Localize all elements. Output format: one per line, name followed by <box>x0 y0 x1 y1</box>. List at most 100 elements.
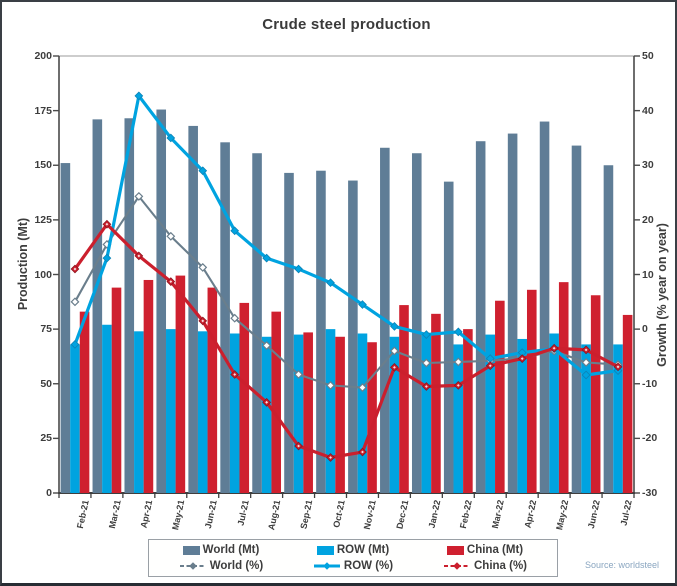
marker-world-pct <box>453 357 463 367</box>
bar-china-Feb-22 <box>463 329 473 493</box>
marker-china-pct-center <box>137 254 141 258</box>
marker-china-pct-center <box>201 319 205 323</box>
marker-china-pct-center <box>393 365 396 369</box>
legend: World (Mt) ROW (Mt) China (Mt) World (%)… <box>148 539 558 577</box>
bar-row-Sep-21 <box>293 334 304 493</box>
bar-row-Jun-22 <box>581 344 591 493</box>
marker-row-pct <box>230 226 240 236</box>
y-right-tick-label: -20 <box>642 432 658 445</box>
marker-world-pct <box>230 313 240 323</box>
marker-row-pct <box>421 330 431 339</box>
legend-label-row-mt: ROW (Mt) <box>336 544 390 556</box>
marker-row-pct <box>134 91 144 101</box>
marker-row-pct <box>198 166 208 176</box>
bar-row-Apr-22 <box>517 338 527 493</box>
bar-row-Jun-21 <box>197 331 208 493</box>
bar-row-Feb-21 <box>70 344 80 493</box>
bar-china-May-21 <box>175 275 186 493</box>
legend-line-row-pct-icon <box>313 561 341 571</box>
y-left-tick-label: 175 <box>34 104 52 117</box>
bar-row-Jan-22 <box>421 334 432 493</box>
bar-china-Apr-21 <box>143 279 154 493</box>
bar-china-Sep-21 <box>303 332 313 493</box>
marker-china-pct-center <box>456 383 460 387</box>
legend-item-china-pct: China (%) <box>419 560 551 572</box>
marker-row-pct <box>581 370 591 380</box>
marker-world-pct <box>389 346 399 356</box>
bar-world-Apr-22 <box>507 133 518 493</box>
bar-china-Nov-21 <box>367 342 377 493</box>
y-right-tick-label: 40 <box>642 104 654 117</box>
bar-world-Apr-21 <box>124 118 135 494</box>
marker-china-pct-center <box>329 456 332 459</box>
bar-world-Feb-22 <box>443 181 454 493</box>
bar-china-Jul-22 <box>622 314 633 493</box>
y-left-tick-label: 200 <box>34 50 52 62</box>
chart-title: Crude steel production <box>262 16 431 33</box>
line-china_line <box>73 222 620 460</box>
bar-china-Jul-21 <box>239 302 250 493</box>
marker-world-pct <box>326 380 335 390</box>
legend-swatch-world-mt-icon <box>182 545 200 555</box>
bar-row-Jul-21 <box>229 333 240 493</box>
bar-row-Mar-21 <box>102 324 112 493</box>
bar-world-Mar-21 <box>92 119 103 494</box>
marker-china-pct-center <box>520 357 524 361</box>
marker-row-pct <box>294 264 303 274</box>
marker-world-pct <box>262 341 272 350</box>
y-left-tick-label: 75 <box>40 323 52 336</box>
bar-row-May-22 <box>549 333 559 493</box>
bar-world-Mar-22 <box>475 141 486 493</box>
bar-china-Oct-21 <box>335 336 345 493</box>
bar-china-Jun-21 <box>207 287 218 493</box>
y-right-tick-label: 0 <box>642 323 648 336</box>
legend-swatch-china-mt-icon <box>446 545 464 555</box>
y-left-tick-label: 0 <box>46 487 52 499</box>
marker-china-pct-center <box>584 348 588 352</box>
marker-china-pct-center <box>105 222 109 226</box>
y-left-tick-label: 150 <box>34 159 52 172</box>
bar-row-Mar-22 <box>485 334 496 493</box>
marker-world-pct <box>70 297 80 307</box>
y-left-tick-label: 25 <box>40 432 52 445</box>
y-right-tick-label: -30 <box>642 487 658 499</box>
marker-world-pct <box>198 262 208 272</box>
bar-china-May-22 <box>558 282 569 493</box>
legend-label-china-mt: China (Mt) <box>466 544 524 556</box>
legend-item-china-mt: China (Mt) <box>419 544 551 556</box>
bar-china-Dec-21 <box>399 305 409 493</box>
marker-world-pct <box>294 370 304 379</box>
marker-china-pct-center <box>169 280 173 284</box>
bar-china-Mar-21 <box>111 287 122 493</box>
legend-label-row-pct: ROW (%) <box>343 560 394 572</box>
marker-row-pct <box>70 340 80 349</box>
marker-row-pct <box>326 278 335 288</box>
y-right-tick-label: 10 <box>642 268 654 281</box>
y-right-tick-label: 20 <box>642 213 654 226</box>
bar-row-Dec-21 <box>389 336 400 493</box>
marker-china-pct-center <box>361 450 364 454</box>
marker-world-pct <box>421 358 431 368</box>
bar-china-Aug-21 <box>271 311 282 493</box>
bar-world-Jan-22 <box>411 153 422 494</box>
legend-label-world-mt: World (Mt) <box>202 544 260 556</box>
bar-row-Feb-22 <box>453 344 464 493</box>
marker-row-pct <box>390 322 399 331</box>
bar-row-May-21 <box>166 329 176 493</box>
line-row_line <box>73 94 620 377</box>
bar-china-Jun-22 <box>590 295 601 493</box>
marker-china-pct-center <box>552 346 556 350</box>
legend-line-world-pct-icon <box>179 561 207 571</box>
legend-label-china-pct: China (%) <box>473 560 528 572</box>
bar-row-Apr-21 <box>134 331 144 493</box>
legend-item-row-mt: ROW (Mt) <box>287 544 419 556</box>
marker-world-pct <box>581 357 591 367</box>
marker-row-pct <box>358 300 367 309</box>
legend-label-world-pct: World (%) <box>209 560 264 572</box>
source-note: Source: worldsteel <box>584 560 659 570</box>
marker-row-pct <box>453 327 463 337</box>
bar-world-May-22 <box>539 121 550 494</box>
marker-row-pct <box>262 253 272 263</box>
